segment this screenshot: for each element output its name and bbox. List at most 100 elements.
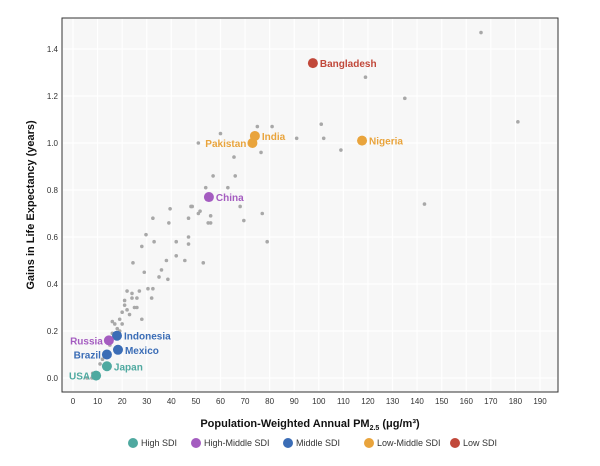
y-tick-label: 0.8 bbox=[47, 186, 59, 195]
data-point bbox=[168, 207, 172, 211]
point-label-india: India bbox=[262, 132, 286, 143]
y-tick-label: 1.2 bbox=[47, 92, 59, 101]
point-label-japan: Japan bbox=[114, 362, 143, 373]
y-tick-label: 0.2 bbox=[47, 327, 59, 336]
point-brazil bbox=[101, 349, 112, 360]
grid-lines bbox=[63, 19, 557, 391]
data-point bbox=[242, 218, 246, 223]
x-tick-label: 20 bbox=[118, 397, 127, 406]
data-point bbox=[152, 239, 156, 244]
y-ticks: 0.0 0.2 0.4 0.6 0.8 1.0 1.2 1.4 bbox=[47, 45, 59, 383]
legend-marker bbox=[364, 438, 374, 448]
x-tick-label: 80 bbox=[265, 397, 274, 406]
data-point bbox=[403, 96, 407, 101]
data-point bbox=[226, 185, 230, 190]
data-point bbox=[211, 174, 215, 178]
data-point bbox=[146, 286, 150, 291]
data-point bbox=[259, 150, 263, 155]
data-point bbox=[166, 277, 170, 282]
point-nigeria bbox=[357, 135, 368, 146]
data-point bbox=[363, 75, 368, 79]
data-point bbox=[174, 239, 179, 244]
point-label-usa: USA bbox=[69, 372, 90, 383]
point-label-brazil: Brazil bbox=[74, 351, 101, 362]
data-point bbox=[100, 357, 105, 362]
data-point bbox=[120, 310, 124, 315]
point-label-indonesia: Indonesia bbox=[124, 332, 171, 343]
data-point bbox=[117, 317, 122, 322]
x-tick-label: 120 bbox=[361, 397, 375, 406]
x-ticks: 0 10 20 30 40 50 60 70 80 90 100 110 120 130 140 150 160… bbox=[71, 397, 547, 406]
data-point bbox=[238, 204, 242, 209]
data-point bbox=[232, 155, 236, 159]
legend-label: High SDI bbox=[141, 438, 177, 448]
data-point bbox=[159, 268, 164, 272]
data-point bbox=[135, 305, 139, 310]
data-point bbox=[167, 221, 171, 225]
legend-label: Low-Middle SDI bbox=[377, 438, 441, 448]
data-point bbox=[321, 136, 326, 141]
x-tick-label: 0 bbox=[71, 397, 76, 406]
point-label-china: China bbox=[216, 193, 244, 204]
legend-marker bbox=[191, 438, 201, 448]
x-tick-label: 130 bbox=[386, 397, 400, 406]
x-tick-label: 110 bbox=[337, 397, 350, 406]
legend-label: Middle SDI bbox=[296, 438, 340, 448]
data-point bbox=[265, 239, 269, 244]
data-point bbox=[294, 136, 299, 141]
y-axis-label: Gains in Life Expectancy (years) bbox=[25, 120, 37, 290]
x-tick-label: 40 bbox=[167, 397, 176, 406]
data-point bbox=[122, 303, 127, 307]
point-japan bbox=[101, 361, 112, 372]
data-point bbox=[125, 308, 129, 312]
point-pakistan bbox=[247, 138, 258, 148]
data-point bbox=[127, 312, 132, 317]
x-tick-label: 180 bbox=[509, 397, 523, 406]
data-point bbox=[186, 216, 191, 220]
data-point bbox=[85, 376, 89, 380]
legend-marker bbox=[283, 438, 293, 448]
point-label-russia: Russia bbox=[70, 336, 103, 347]
data-point bbox=[174, 254, 179, 258]
data-point bbox=[198, 209, 202, 213]
legend-marker bbox=[128, 438, 138, 448]
data-point bbox=[135, 296, 139, 300]
y-tick-label: 0.0 bbox=[47, 374, 59, 383]
point-usa bbox=[91, 370, 102, 381]
y-tick-label: 0.6 bbox=[47, 233, 59, 242]
x-tick-label: 60 bbox=[216, 397, 225, 406]
point-label-mexico: Mexico bbox=[125, 346, 159, 357]
data-point bbox=[339, 148, 343, 152]
data-point bbox=[196, 141, 201, 145]
data-point bbox=[142, 270, 147, 275]
data-point bbox=[157, 275, 161, 279]
data-point bbox=[270, 124, 274, 129]
data-point bbox=[479, 30, 483, 35]
data-point bbox=[516, 120, 520, 124]
x-tick-label: 160 bbox=[460, 397, 474, 406]
plot-background bbox=[61, 17, 559, 393]
data-point bbox=[164, 258, 169, 263]
x-tick-label: 100 bbox=[312, 397, 326, 406]
data-point bbox=[319, 122, 324, 126]
y-tick-label: 1.4 bbox=[47, 45, 59, 54]
data-point bbox=[183, 258, 187, 263]
x-tick-label: 190 bbox=[533, 397, 547, 406]
data-point bbox=[186, 242, 191, 246]
data-point bbox=[149, 296, 154, 300]
point-label-nigeria: Nigeria bbox=[369, 137, 403, 148]
data-point bbox=[130, 291, 134, 296]
point-russia bbox=[103, 335, 114, 346]
data-point bbox=[112, 322, 117, 326]
data-point bbox=[208, 214, 213, 218]
x-axis-label: Population-Weighted Annual PM2.5 (μg/m³) bbox=[200, 418, 420, 432]
data-point bbox=[122, 298, 127, 303]
data-point bbox=[186, 235, 191, 239]
legend: High SDI High-Middle SDI Middle SDI Low-Mid… bbox=[128, 438, 497, 448]
data-point bbox=[422, 202, 427, 206]
x-tick-label: 30 bbox=[142, 397, 151, 406]
data-point bbox=[201, 261, 206, 265]
data-point bbox=[260, 211, 265, 216]
data-point bbox=[137, 289, 142, 293]
